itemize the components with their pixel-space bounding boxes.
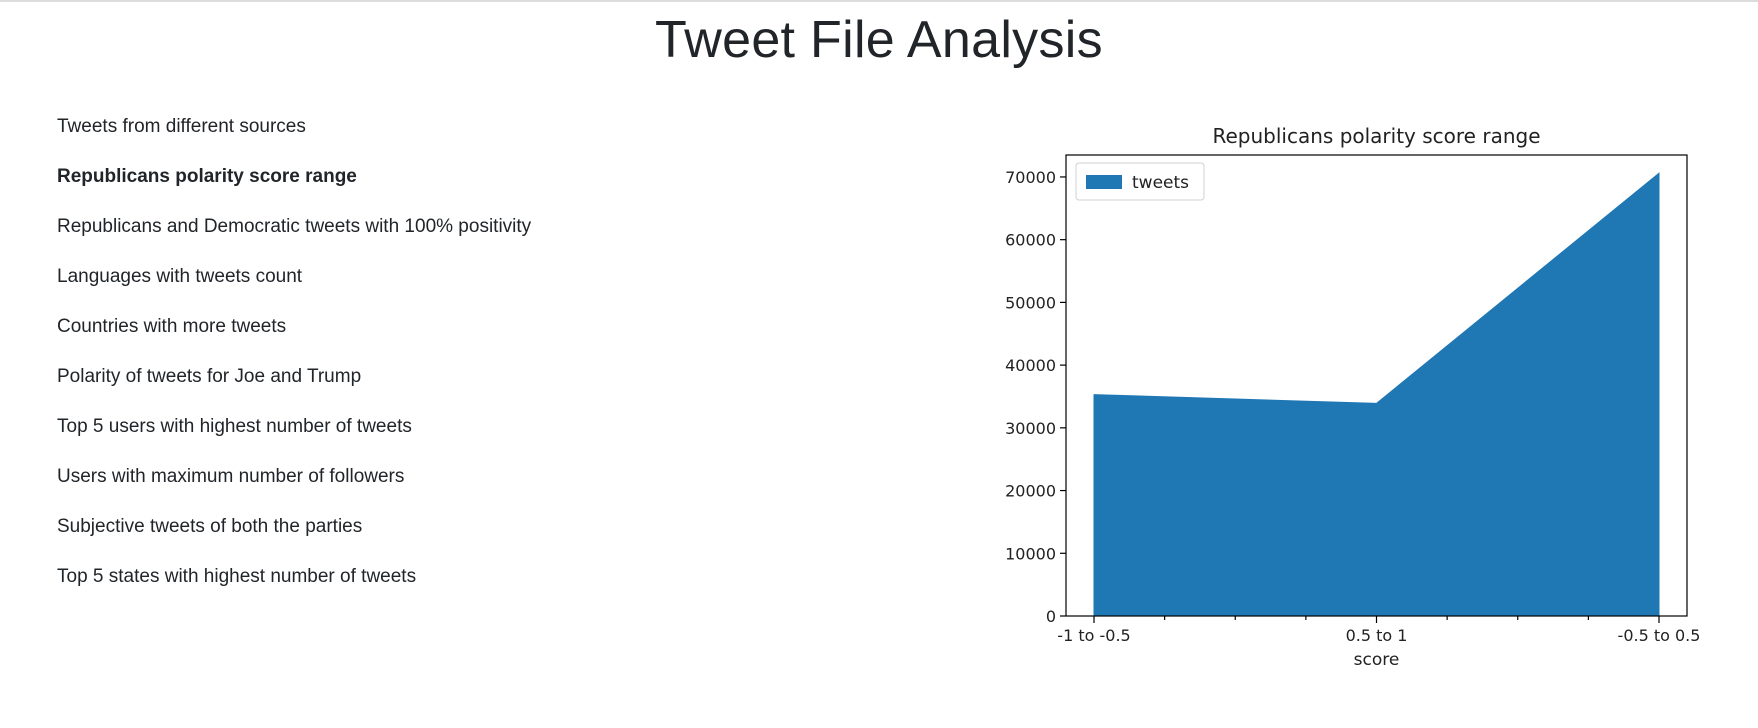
- y-tick-label: 40000: [1005, 356, 1056, 375]
- top-border: [0, 0, 1758, 2]
- legend-swatch: [1086, 175, 1122, 189]
- x-tick-label: -1 to -0.5: [1057, 626, 1130, 645]
- menu-item-countries[interactable]: Countries with more tweets: [57, 316, 287, 337]
- y-tick-label: 70000: [1005, 168, 1056, 187]
- y-tick-label: 20000: [1005, 482, 1056, 501]
- x-tick-label: 0.5 to 1: [1346, 626, 1408, 645]
- y-axis: 0 10000 20000 30000 40000 50000 60000 70000: [1005, 168, 1066, 626]
- x-tick-label: -0.5 to 0.5: [1618, 626, 1701, 645]
- menu-item-full-positivity[interactable]: Republicans and Democratic tweets with 1…: [57, 216, 532, 237]
- menu-item-top-states[interactable]: Top 5 states with highest number of twee…: [57, 566, 417, 587]
- menu-item-top-users[interactable]: Top 5 users with highest number of tweet…: [57, 416, 412, 437]
- chart-svg: 0 10000 20000 30000 40000 50000 60000 70000 -1 …: [1005, 124, 1700, 670]
- x-axis-label: score: [1354, 650, 1400, 670]
- legend-label: tweets: [1132, 173, 1189, 193]
- menu-item-republicans-polarity[interactable]: Republicans polarity score range: [57, 166, 357, 187]
- legend: tweets: [1075, 162, 1205, 201]
- polarity-chart: 0 10000 20000 30000 40000 50000 60000 70000 -1 …: [960, 110, 1720, 690]
- y-tick-label: 50000: [1005, 293, 1056, 312]
- x-axis: -1 to -0.5 0.5 to 1 -0.5 to 0.5: [1057, 616, 1700, 645]
- legend-box: [1075, 162, 1205, 201]
- area-series-tweets: [1093, 172, 1660, 617]
- chart-title: Republicans polarity score range: [1213, 124, 1541, 148]
- menu-item-joe-trump-polarity[interactable]: Polarity of tweets for Joe and Trump: [57, 366, 362, 387]
- y-tick-label: 60000: [1005, 231, 1056, 250]
- menu-item-subjective-tweets[interactable]: Subjective tweets of both the parties: [57, 516, 363, 537]
- y-tick-label: 10000: [1005, 544, 1056, 563]
- menu-item-tweet-sources[interactable]: Tweets from different sources: [57, 116, 306, 137]
- menu-item-languages[interactable]: Languages with tweets count: [57, 266, 303, 287]
- page-title: Tweet File Analysis: [655, 11, 1103, 69]
- menu-item-max-followers[interactable]: Users with maximum number of followers: [57, 466, 405, 487]
- y-tick-label: 30000: [1005, 419, 1056, 438]
- y-tick-label: 0: [1046, 607, 1056, 626]
- plot-area: [1093, 172, 1660, 617]
- analysis-menu: Tweets from different sources Republican…: [57, 112, 531, 612]
